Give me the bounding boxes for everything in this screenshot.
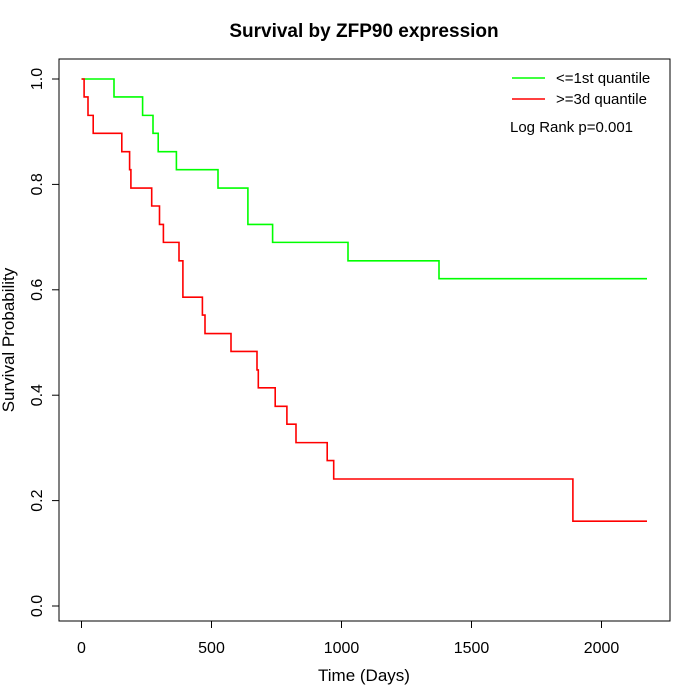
y-tick-label: 0.8	[29, 173, 46, 195]
x-tick-label: 2000	[584, 640, 620, 657]
chart-title: Survival by ZFP90 expression	[229, 21, 498, 42]
x-tick-label: 500	[198, 640, 225, 657]
legend-label-series-2: >=3d quantile	[556, 91, 647, 108]
y-tick-label: 0.6	[29, 279, 46, 301]
log-rank-annotation: Log Rank p=0.001	[510, 119, 633, 136]
plot-frame	[58, 58, 671, 622]
x-axis: 0 500 1000 1500 2000	[77, 620, 620, 657]
x-axis-label: Time (Days)	[318, 666, 410, 685]
series-line-1	[81, 78, 647, 280]
y-tick-label: 1.0	[29, 68, 46, 90]
legend-label-series-1: <=1st quantile	[556, 70, 650, 87]
y-tick-label: 0.0	[29, 595, 46, 617]
x-tick-label: 1000	[324, 640, 360, 657]
y-axis-label: Survival Probability	[0, 267, 18, 412]
y-tick-label: 0.4	[29, 384, 46, 406]
x-tick-label: 1500	[454, 640, 490, 657]
legend: <=1st quantile >=3d quantile	[512, 70, 650, 108]
series-line-2	[81, 78, 647, 522]
y-axis: 0.0 0.2 0.4 0.6 0.8 1.0	[29, 68, 60, 617]
series-lines	[81, 78, 647, 522]
y-tick-label: 0.2	[29, 489, 46, 511]
x-tick-label: 0	[77, 640, 86, 657]
